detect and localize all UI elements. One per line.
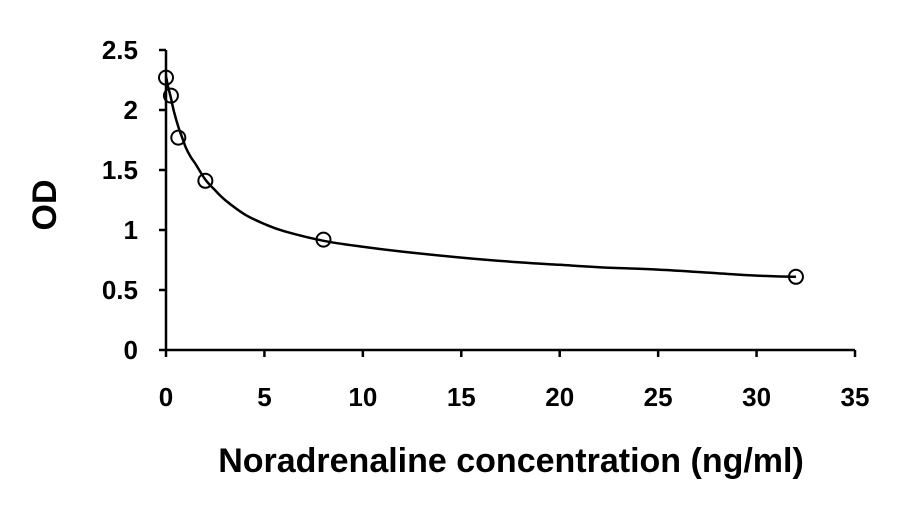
- x-tick-label: 20: [545, 382, 574, 412]
- plot-area: 0 5 10 15 20 25 30 35 0 0.5 1 1.5 2 2.5: [102, 35, 870, 412]
- y-axis-ticks: 0 0.5 1 1.5 2 2.5: [102, 35, 166, 365]
- y-tick-label: 2: [124, 95, 138, 125]
- x-axis-title: Noradrenaline concentration (ng/ml): [218, 442, 804, 480]
- x-tick-label: 25: [644, 382, 673, 412]
- y-tick-label: 0: [124, 335, 138, 365]
- x-tick-label: 0: [159, 382, 173, 412]
- y-axis-title: OD: [26, 180, 64, 231]
- x-tick-label: 30: [742, 382, 771, 412]
- data-point: [787, 268, 804, 285]
- x-tick-label: 5: [257, 382, 271, 412]
- data-point: [315, 231, 332, 248]
- y-tick-label: 1.5: [102, 155, 138, 185]
- x-axis-ticks: 0 5 10 15 20 25 30 35: [159, 350, 870, 412]
- x-tick-label: 10: [348, 382, 377, 412]
- y-tick-label: 0.5: [102, 275, 138, 305]
- y-tick-label: 2.5: [102, 35, 138, 65]
- fit-curve: [164, 76, 796, 279]
- data-point: [158, 69, 174, 86]
- y-tick-label: 1: [124, 215, 138, 245]
- x-tick-label: 35: [841, 382, 870, 412]
- data-point: [162, 87, 179, 104]
- data-markers: [158, 69, 804, 285]
- data-point: [197, 172, 214, 189]
- x-tick-label: 15: [447, 382, 476, 412]
- data-point: [170, 129, 187, 146]
